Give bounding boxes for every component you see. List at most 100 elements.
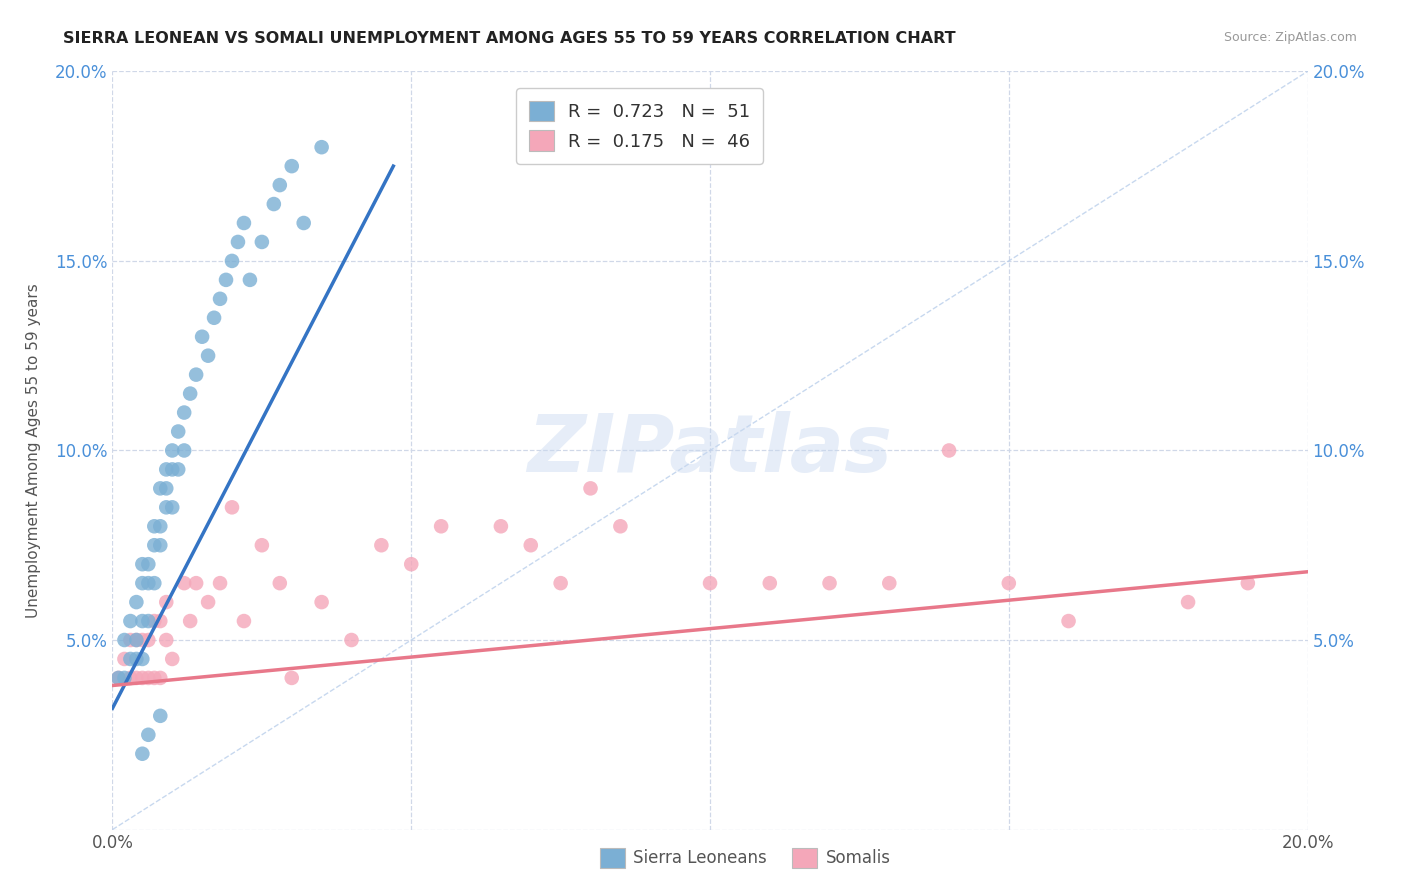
Point [263, 197, 285, 211]
Point [202, 310, 225, 325]
Point [1237, 576, 1260, 591]
Point [131, 671, 153, 685]
Point [311, 595, 333, 609]
Point [550, 576, 572, 591]
Point [233, 216, 256, 230]
Point [149, 538, 172, 552]
Point [233, 614, 256, 628]
Point [179, 614, 201, 628]
Point [149, 519, 172, 533]
Point [167, 425, 190, 439]
Point [489, 519, 512, 533]
Point [340, 633, 363, 648]
Point [269, 576, 291, 591]
Point [149, 708, 172, 723]
Point [114, 671, 135, 685]
Point [221, 254, 243, 268]
Point [162, 500, 183, 515]
Point [138, 576, 160, 591]
Point [149, 671, 172, 685]
Point [1057, 614, 1080, 628]
Point [138, 728, 160, 742]
Point [209, 576, 232, 591]
Point [250, 538, 273, 552]
Point [215, 273, 238, 287]
Point [143, 614, 166, 628]
Point [250, 235, 273, 249]
Point [186, 368, 208, 382]
Point [138, 614, 160, 628]
Point [759, 576, 782, 591]
Point [131, 576, 153, 591]
Point [131, 747, 153, 761]
Legend: R =  0.723   N =  51, R =  0.175   N =  46: R = 0.723 N = 51, R = 0.175 N = 46 [516, 88, 763, 164]
Point [155, 500, 177, 515]
Point [699, 576, 721, 591]
Point [221, 500, 243, 515]
Point [138, 633, 160, 648]
Point [143, 538, 166, 552]
Point [281, 159, 304, 173]
Point [149, 614, 172, 628]
Point [107, 671, 129, 685]
Point [155, 595, 177, 609]
Point [239, 273, 262, 287]
Point [131, 652, 153, 666]
Point [114, 652, 135, 666]
Point [167, 462, 190, 476]
Point [155, 482, 177, 496]
Point [520, 538, 543, 552]
Point [197, 349, 219, 363]
Point [998, 576, 1021, 591]
Point [120, 671, 142, 685]
Point [292, 216, 315, 230]
Point [149, 482, 172, 496]
Point [125, 633, 148, 648]
Point [1177, 595, 1199, 609]
Text: ZIPatlas: ZIPatlas [527, 411, 893, 490]
Point [131, 557, 153, 572]
Point [125, 595, 148, 609]
Point [120, 614, 142, 628]
Point [138, 671, 160, 685]
Point [138, 557, 160, 572]
Point [269, 178, 291, 193]
Point [226, 235, 249, 249]
Point [155, 633, 177, 648]
Text: Source: ZipAtlas.com: Source: ZipAtlas.com [1223, 31, 1357, 45]
Point [162, 462, 183, 476]
Point [370, 538, 392, 552]
Point [114, 633, 135, 648]
Point [281, 671, 304, 685]
Point [162, 443, 183, 458]
Point [131, 633, 153, 648]
Text: SIERRA LEONEAN VS SOMALI UNEMPLOYMENT AMONG AGES 55 TO 59 YEARS CORRELATION CHAR: SIERRA LEONEAN VS SOMALI UNEMPLOYMENT AM… [63, 31, 956, 46]
Point [430, 519, 453, 533]
Point [131, 614, 153, 628]
Point [173, 443, 195, 458]
Point [179, 386, 201, 401]
Point [401, 557, 423, 572]
Point [311, 140, 333, 154]
Y-axis label: Unemployment Among Ages 55 to 59 years: Unemployment Among Ages 55 to 59 years [27, 283, 41, 618]
Point [120, 652, 142, 666]
Point [186, 576, 208, 591]
Point [818, 576, 841, 591]
Point [609, 519, 631, 533]
Point [209, 292, 232, 306]
Point [120, 633, 142, 648]
Point [125, 671, 148, 685]
Point [162, 652, 183, 666]
Point [173, 576, 195, 591]
Point [191, 330, 214, 344]
Point [143, 671, 166, 685]
Point [938, 443, 960, 458]
Point [197, 595, 219, 609]
Legend: Sierra Leoneans, Somalis: Sierra Leoneans, Somalis [593, 841, 897, 875]
Point [879, 576, 901, 591]
Point [125, 633, 148, 648]
Point [107, 671, 129, 685]
Point [173, 406, 195, 420]
Point [143, 576, 166, 591]
Point [125, 652, 148, 666]
